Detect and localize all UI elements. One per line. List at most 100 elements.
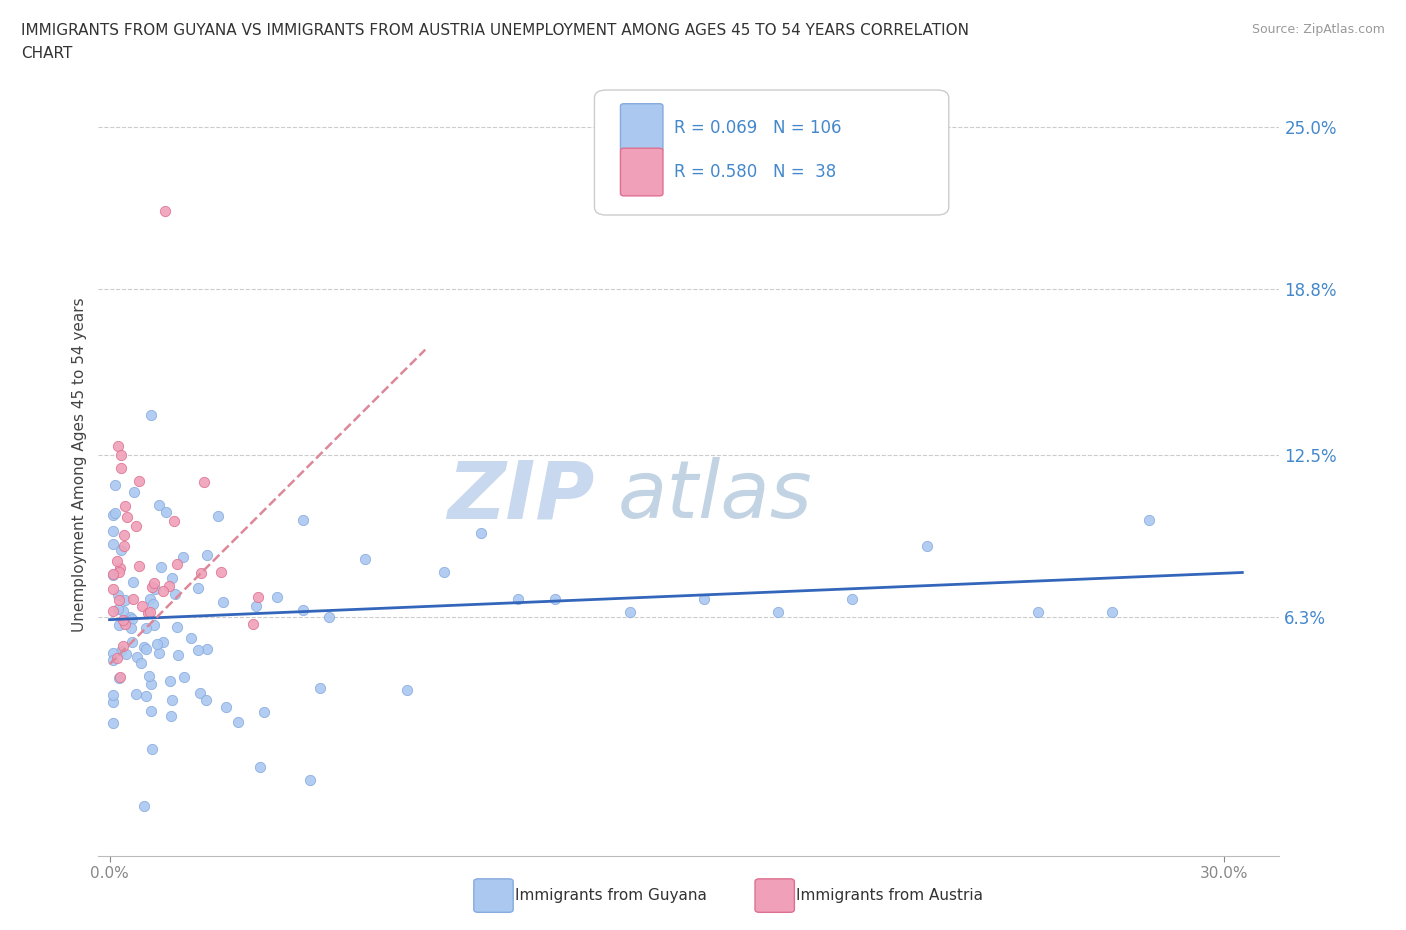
Point	[187, 581, 209, 596]
Point	[207, 509, 229, 524]
Point	[249, 759, 271, 774]
Point	[114, 592, 136, 607]
Point	[103, 715, 125, 730]
Point	[160, 709, 183, 724]
Point	[125, 649, 148, 664]
Point	[107, 588, 129, 603]
Point	[129, 656, 152, 671]
Point	[135, 642, 157, 657]
Point	[149, 560, 172, 575]
Point	[138, 591, 160, 606]
Point	[142, 596, 165, 611]
Point	[108, 671, 131, 685]
Point	[111, 604, 134, 618]
Point	[143, 581, 166, 596]
Point	[166, 557, 188, 572]
Point	[139, 604, 162, 619]
Point	[148, 646, 170, 661]
Point	[117, 510, 139, 525]
Y-axis label: Unemployment Among Ages 45 to 54 years: Unemployment Among Ages 45 to 54 years	[72, 298, 87, 632]
Point	[253, 705, 276, 720]
Point	[128, 473, 150, 488]
Point	[135, 621, 157, 636]
Point	[308, 681, 330, 696]
Point	[245, 599, 267, 614]
Point	[121, 611, 143, 626]
Point	[110, 644, 132, 658]
Point	[103, 695, 125, 710]
Point	[143, 618, 166, 632]
Point	[108, 565, 131, 579]
Text: Source: ZipAtlas.com: Source: ZipAtlas.com	[1251, 23, 1385, 36]
Text: ZIP: ZIP	[447, 458, 595, 536]
Point	[124, 485, 146, 499]
Point	[195, 642, 218, 657]
Point	[195, 692, 218, 707]
Point	[141, 677, 163, 692]
Point	[103, 652, 125, 667]
Point	[103, 567, 125, 582]
Text: atlas: atlas	[619, 458, 813, 536]
Point	[155, 204, 177, 219]
Point	[125, 687, 148, 702]
Point	[108, 618, 131, 632]
Point	[1101, 604, 1123, 619]
Point	[104, 506, 127, 521]
Point	[693, 591, 716, 606]
Point	[246, 590, 269, 604]
Point	[242, 617, 264, 631]
Point	[104, 478, 127, 493]
Point	[132, 799, 155, 814]
Point	[141, 579, 163, 594]
Point	[141, 407, 163, 422]
Text: Immigrants from Guyana: Immigrants from Guyana	[515, 888, 706, 903]
Point	[110, 447, 132, 462]
Point	[103, 524, 125, 538]
Point	[155, 505, 177, 520]
Point	[619, 604, 641, 619]
Point	[141, 741, 163, 756]
Point	[173, 670, 195, 684]
Point	[139, 703, 162, 718]
Point	[124, 519, 146, 534]
Point	[110, 460, 132, 475]
Point	[506, 591, 529, 606]
Point	[318, 609, 340, 624]
Point	[103, 537, 125, 551]
Point	[114, 498, 136, 513]
Point	[103, 568, 125, 583]
Point	[103, 508, 125, 523]
Point	[120, 620, 142, 635]
Point	[105, 553, 128, 568]
Point	[152, 634, 174, 649]
Point	[122, 575, 145, 590]
Point	[107, 438, 129, 453]
Text: R = 0.069   N = 106: R = 0.069 N = 106	[673, 118, 841, 137]
Point	[112, 527, 135, 542]
Point	[841, 591, 863, 606]
Point	[134, 640, 156, 655]
FancyBboxPatch shape	[595, 90, 949, 215]
Point	[112, 638, 135, 653]
Point	[105, 651, 128, 666]
Point	[108, 670, 131, 684]
Point	[915, 538, 938, 553]
Point	[190, 565, 212, 580]
Point	[433, 565, 456, 580]
Point	[1026, 604, 1049, 619]
Point	[146, 636, 169, 651]
Text: R = 0.580   N =  38: R = 0.580 N = 38	[673, 163, 835, 181]
Point	[148, 498, 170, 512]
Point	[121, 635, 143, 650]
Point	[172, 549, 194, 564]
Point	[167, 648, 190, 663]
Point	[291, 512, 314, 527]
Point	[470, 525, 492, 540]
Text: IMMIGRANTS FROM GUYANA VS IMMIGRANTS FROM AUSTRIA UNEMPLOYMENT AMONG AGES 45 TO : IMMIGRANTS FROM GUYANA VS IMMIGRANTS FRO…	[21, 23, 969, 38]
Point	[209, 565, 232, 579]
Point	[107, 602, 129, 617]
Point	[157, 579, 180, 594]
Point	[110, 542, 132, 557]
Point	[291, 603, 314, 618]
Point	[159, 674, 181, 689]
